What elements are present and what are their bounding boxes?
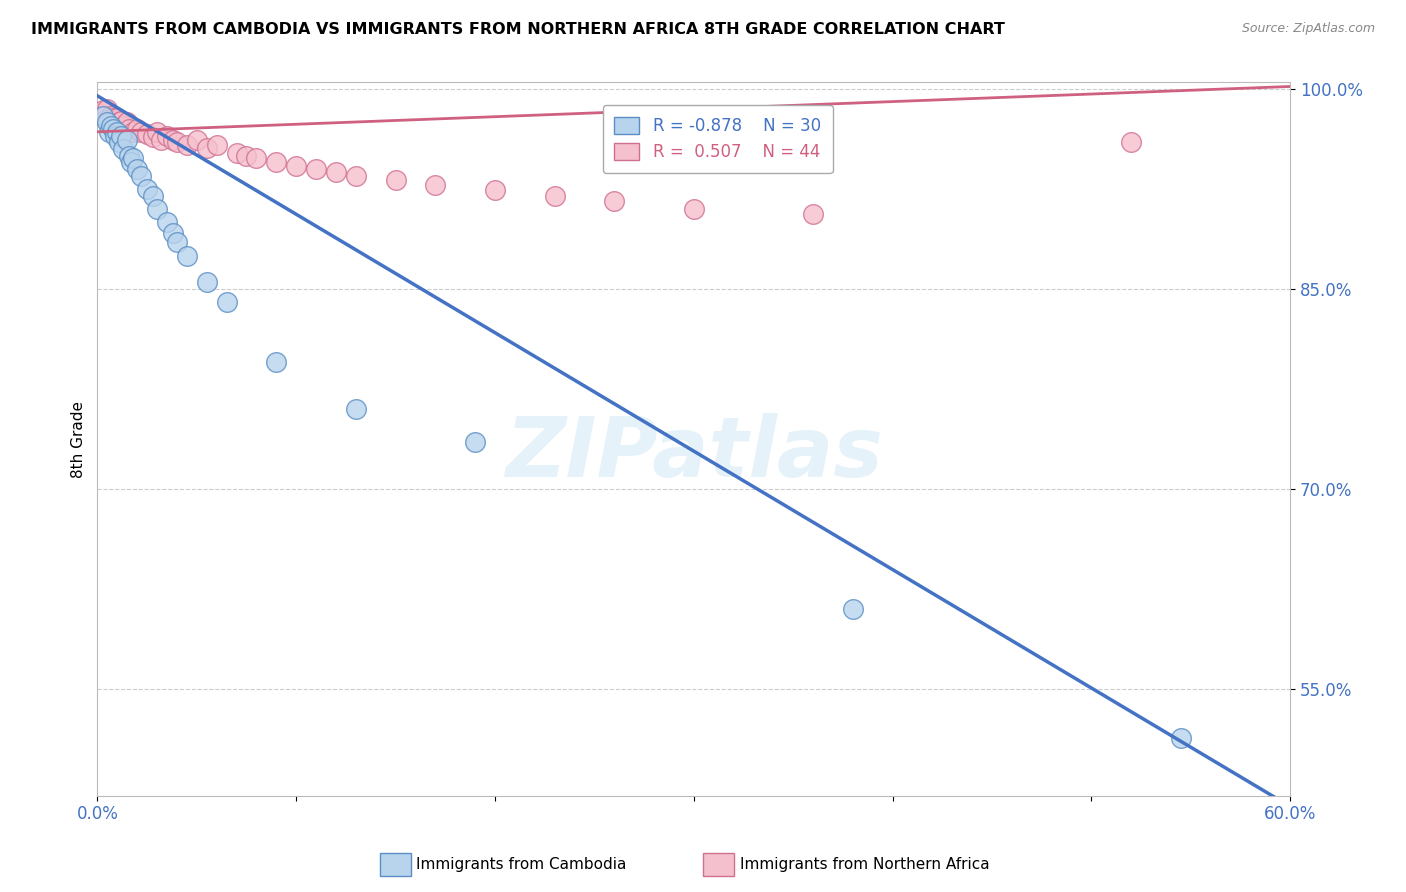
Point	[245, 152, 267, 166]
Point	[142, 189, 165, 203]
Point	[91, 109, 114, 123]
Point	[108, 136, 131, 150]
Point	[166, 136, 188, 150]
Point	[115, 115, 138, 129]
Point	[105, 125, 128, 139]
Y-axis label: 8th Grade: 8th Grade	[72, 401, 86, 477]
Point	[110, 114, 132, 128]
Point	[112, 120, 135, 134]
Point	[162, 133, 184, 147]
Point	[305, 162, 328, 177]
Point	[100, 120, 122, 134]
Point	[136, 182, 159, 196]
Point	[156, 128, 179, 143]
Point	[142, 130, 165, 145]
Point	[682, 202, 704, 216]
Legend: R = -0.878    N = 30, R =  0.507    N = 44: R = -0.878 N = 30, R = 0.507 N = 44	[603, 105, 832, 173]
Point	[129, 125, 152, 139]
Point	[344, 169, 367, 183]
Point	[149, 133, 172, 147]
Point	[94, 109, 117, 123]
Point	[105, 112, 128, 126]
Point	[127, 122, 149, 136]
Point	[285, 160, 308, 174]
Point	[1119, 136, 1142, 150]
Point	[176, 138, 198, 153]
Point	[146, 202, 169, 216]
Point	[103, 112, 125, 126]
Point	[112, 142, 135, 156]
Point	[127, 162, 149, 177]
Point	[90, 106, 112, 120]
Point	[115, 133, 138, 147]
Point	[603, 194, 626, 208]
Text: Immigrants from Northern Africa: Immigrants from Northern Africa	[740, 857, 990, 871]
Text: ZIPatlas: ZIPatlas	[505, 413, 883, 494]
Point	[186, 133, 208, 147]
Point	[543, 189, 565, 203]
Point	[104, 114, 127, 128]
Text: IMMIGRANTS FROM CAMBODIA VS IMMIGRANTS FROM NORTHERN AFRICA 8TH GRADE CORRELATIO: IMMIGRANTS FROM CAMBODIA VS IMMIGRANTS F…	[31, 22, 1005, 37]
Point	[801, 207, 824, 221]
Point	[235, 149, 257, 163]
Point	[129, 169, 152, 183]
Point	[166, 235, 188, 250]
Point	[146, 125, 169, 139]
Point	[264, 155, 287, 169]
Point	[344, 402, 367, 417]
Point	[122, 152, 145, 166]
Point	[118, 122, 141, 136]
Point	[98, 112, 121, 126]
Point	[100, 109, 122, 123]
Point	[264, 355, 287, 369]
Point	[120, 155, 142, 169]
Point	[215, 295, 238, 310]
Point	[1170, 731, 1192, 746]
Point	[464, 435, 486, 450]
Point	[91, 103, 114, 118]
Point	[484, 184, 506, 198]
Point	[225, 146, 247, 161]
Point	[118, 149, 141, 163]
Point	[842, 602, 865, 616]
Point	[122, 125, 145, 139]
Point	[136, 128, 159, 142]
Point	[162, 226, 184, 240]
Point	[96, 102, 118, 116]
Point	[110, 128, 132, 143]
Point	[325, 165, 347, 179]
Text: Immigrants from Cambodia: Immigrants from Cambodia	[416, 857, 627, 871]
Text: Source: ZipAtlas.com: Source: ZipAtlas.com	[1241, 22, 1375, 36]
Point	[425, 178, 447, 193]
Point	[108, 115, 131, 129]
Point	[195, 276, 218, 290]
Point	[98, 125, 121, 139]
Point	[156, 215, 179, 229]
Point	[205, 138, 228, 153]
Point	[104, 128, 127, 143]
Point	[96, 115, 118, 129]
Point	[176, 249, 198, 263]
Point	[384, 173, 406, 187]
Point	[103, 122, 125, 136]
Point	[195, 141, 218, 155]
